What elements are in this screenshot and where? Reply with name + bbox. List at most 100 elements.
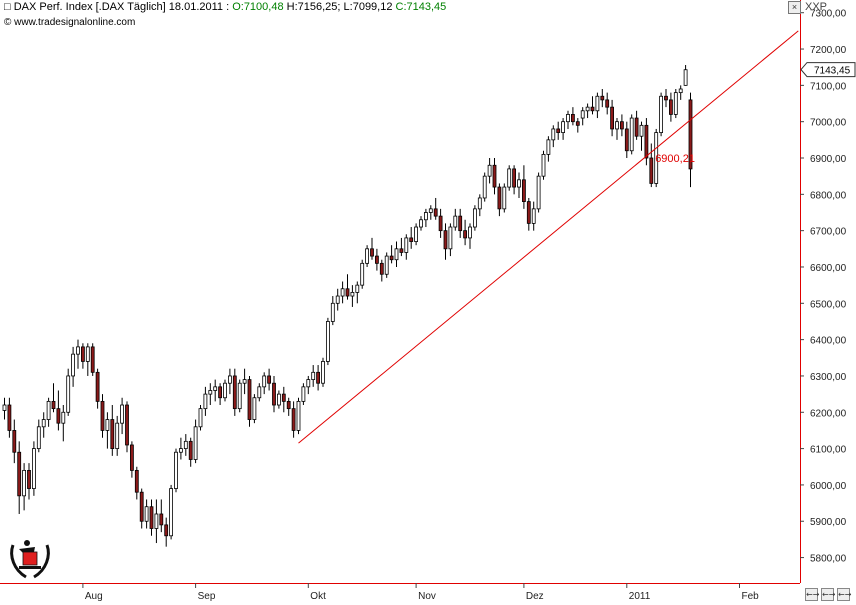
candle: [507, 165, 512, 191]
candle-body: [546, 139, 551, 155]
candle-body: [335, 295, 340, 304]
header-close: C:7143,45: [395, 1, 447, 13]
candle-body: [379, 262, 384, 275]
candle-body: [644, 124, 649, 159]
header-symbol: DAX Perf. Index [.DAX Täglich] 18.01.201…: [13, 1, 233, 13]
candle: [169, 484, 174, 540]
candle-body: [629, 117, 634, 152]
candle-body: [56, 408, 61, 424]
candle-body: [213, 386, 218, 391]
candle: [678, 85, 683, 100]
candle-body: [198, 408, 203, 428]
candle: [620, 114, 624, 137]
candle-body: [12, 430, 17, 453]
candle-body: [7, 404, 12, 431]
x-tick-label: Sep: [198, 591, 216, 602]
candle: [355, 281, 360, 304]
candle: [433, 197, 438, 220]
candle-body: [477, 197, 482, 210]
candle-body: [27, 469, 31, 489]
candle-body: [517, 179, 521, 188]
candle: [477, 194, 482, 217]
candle: [590, 96, 595, 115]
candle: [306, 375, 311, 395]
candle-body: [639, 124, 644, 137]
candle: [321, 357, 325, 387]
candle-body: [2, 404, 7, 411]
candle-body: [590, 106, 595, 112]
scroll-zoom-button[interactable]: ←→: [837, 588, 852, 601]
candle-body: [218, 386, 223, 399]
candle: [438, 208, 443, 238]
candle: [257, 383, 262, 402]
candle-body: [678, 88, 683, 94]
candle-body: [51, 400, 56, 410]
candle: [374, 248, 379, 271]
candle-body: [267, 375, 272, 384]
candle-body: [585, 106, 590, 112]
candle: [174, 448, 178, 493]
candle: [41, 412, 46, 438]
close-chart-button[interactable]: ×: [788, 1, 801, 14]
candle-body: [110, 419, 115, 450]
candle: [566, 110, 570, 129]
candle-body: [374, 255, 379, 264]
candle-body: [404, 237, 409, 253]
trendline-label: 6900,21: [655, 153, 695, 165]
candle-body: [502, 186, 507, 210]
candle-body: [32, 448, 36, 489]
candle: [595, 92, 600, 119]
candle: [12, 419, 17, 464]
logo-base: [19, 566, 41, 569]
candle: [409, 227, 414, 249]
candle-body: [659, 95, 663, 133]
candle: [129, 441, 134, 478]
candle-body: [649, 157, 654, 184]
last-price-box: [800, 62, 856, 78]
candle-body: [468, 226, 472, 239]
scroll-right-button[interactable]: ←→: [821, 588, 836, 601]
candle: [36, 419, 41, 453]
logo-wreath-right: [33, 544, 50, 579]
candle: [281, 386, 286, 413]
candle: [105, 412, 110, 449]
candle-body: [71, 353, 75, 377]
candle: [384, 252, 389, 278]
candle-body: [507, 168, 512, 188]
chart-header: □ DAX Perf. Index [.DAX Täglich] 18.01.2…: [4, 1, 447, 13]
candle: [610, 99, 614, 137]
candle: [203, 386, 208, 416]
candle-body: [463, 230, 468, 239]
candle-body: [350, 292, 355, 297]
candle: [463, 219, 468, 246]
candle: [267, 368, 272, 391]
candle-body: [120, 404, 124, 424]
candle-body: [669, 99, 673, 115]
candle: [325, 317, 330, 366]
candle-body: [330, 302, 335, 322]
candle: [125, 401, 129, 453]
candle-body: [85, 346, 90, 362]
candle: [453, 208, 458, 231]
candle-body: [252, 397, 257, 420]
candle: [188, 437, 193, 467]
candle: [605, 92, 610, 115]
candle: [139, 488, 144, 529]
candle-body: [311, 371, 316, 380]
candle-body: [365, 248, 370, 264]
candle-body: [526, 201, 531, 224]
candle: [134, 466, 139, 500]
logo-head: [24, 540, 30, 546]
candle-body: [541, 153, 546, 177]
candle-body: [134, 469, 139, 493]
candle: [115, 415, 120, 456]
y-tick-label: 5800,00: [810, 554, 847, 565]
y-tick-label: 7300,00: [810, 9, 847, 20]
y-tick-label: 6200,00: [810, 408, 847, 419]
scroll-left-button[interactable]: ←→: [805, 588, 820, 601]
candle: [213, 379, 218, 402]
y-tick-label: 6700,00: [810, 227, 847, 238]
candle: [522, 165, 526, 209]
candle: [644, 118, 649, 166]
candle: [301, 383, 306, 406]
